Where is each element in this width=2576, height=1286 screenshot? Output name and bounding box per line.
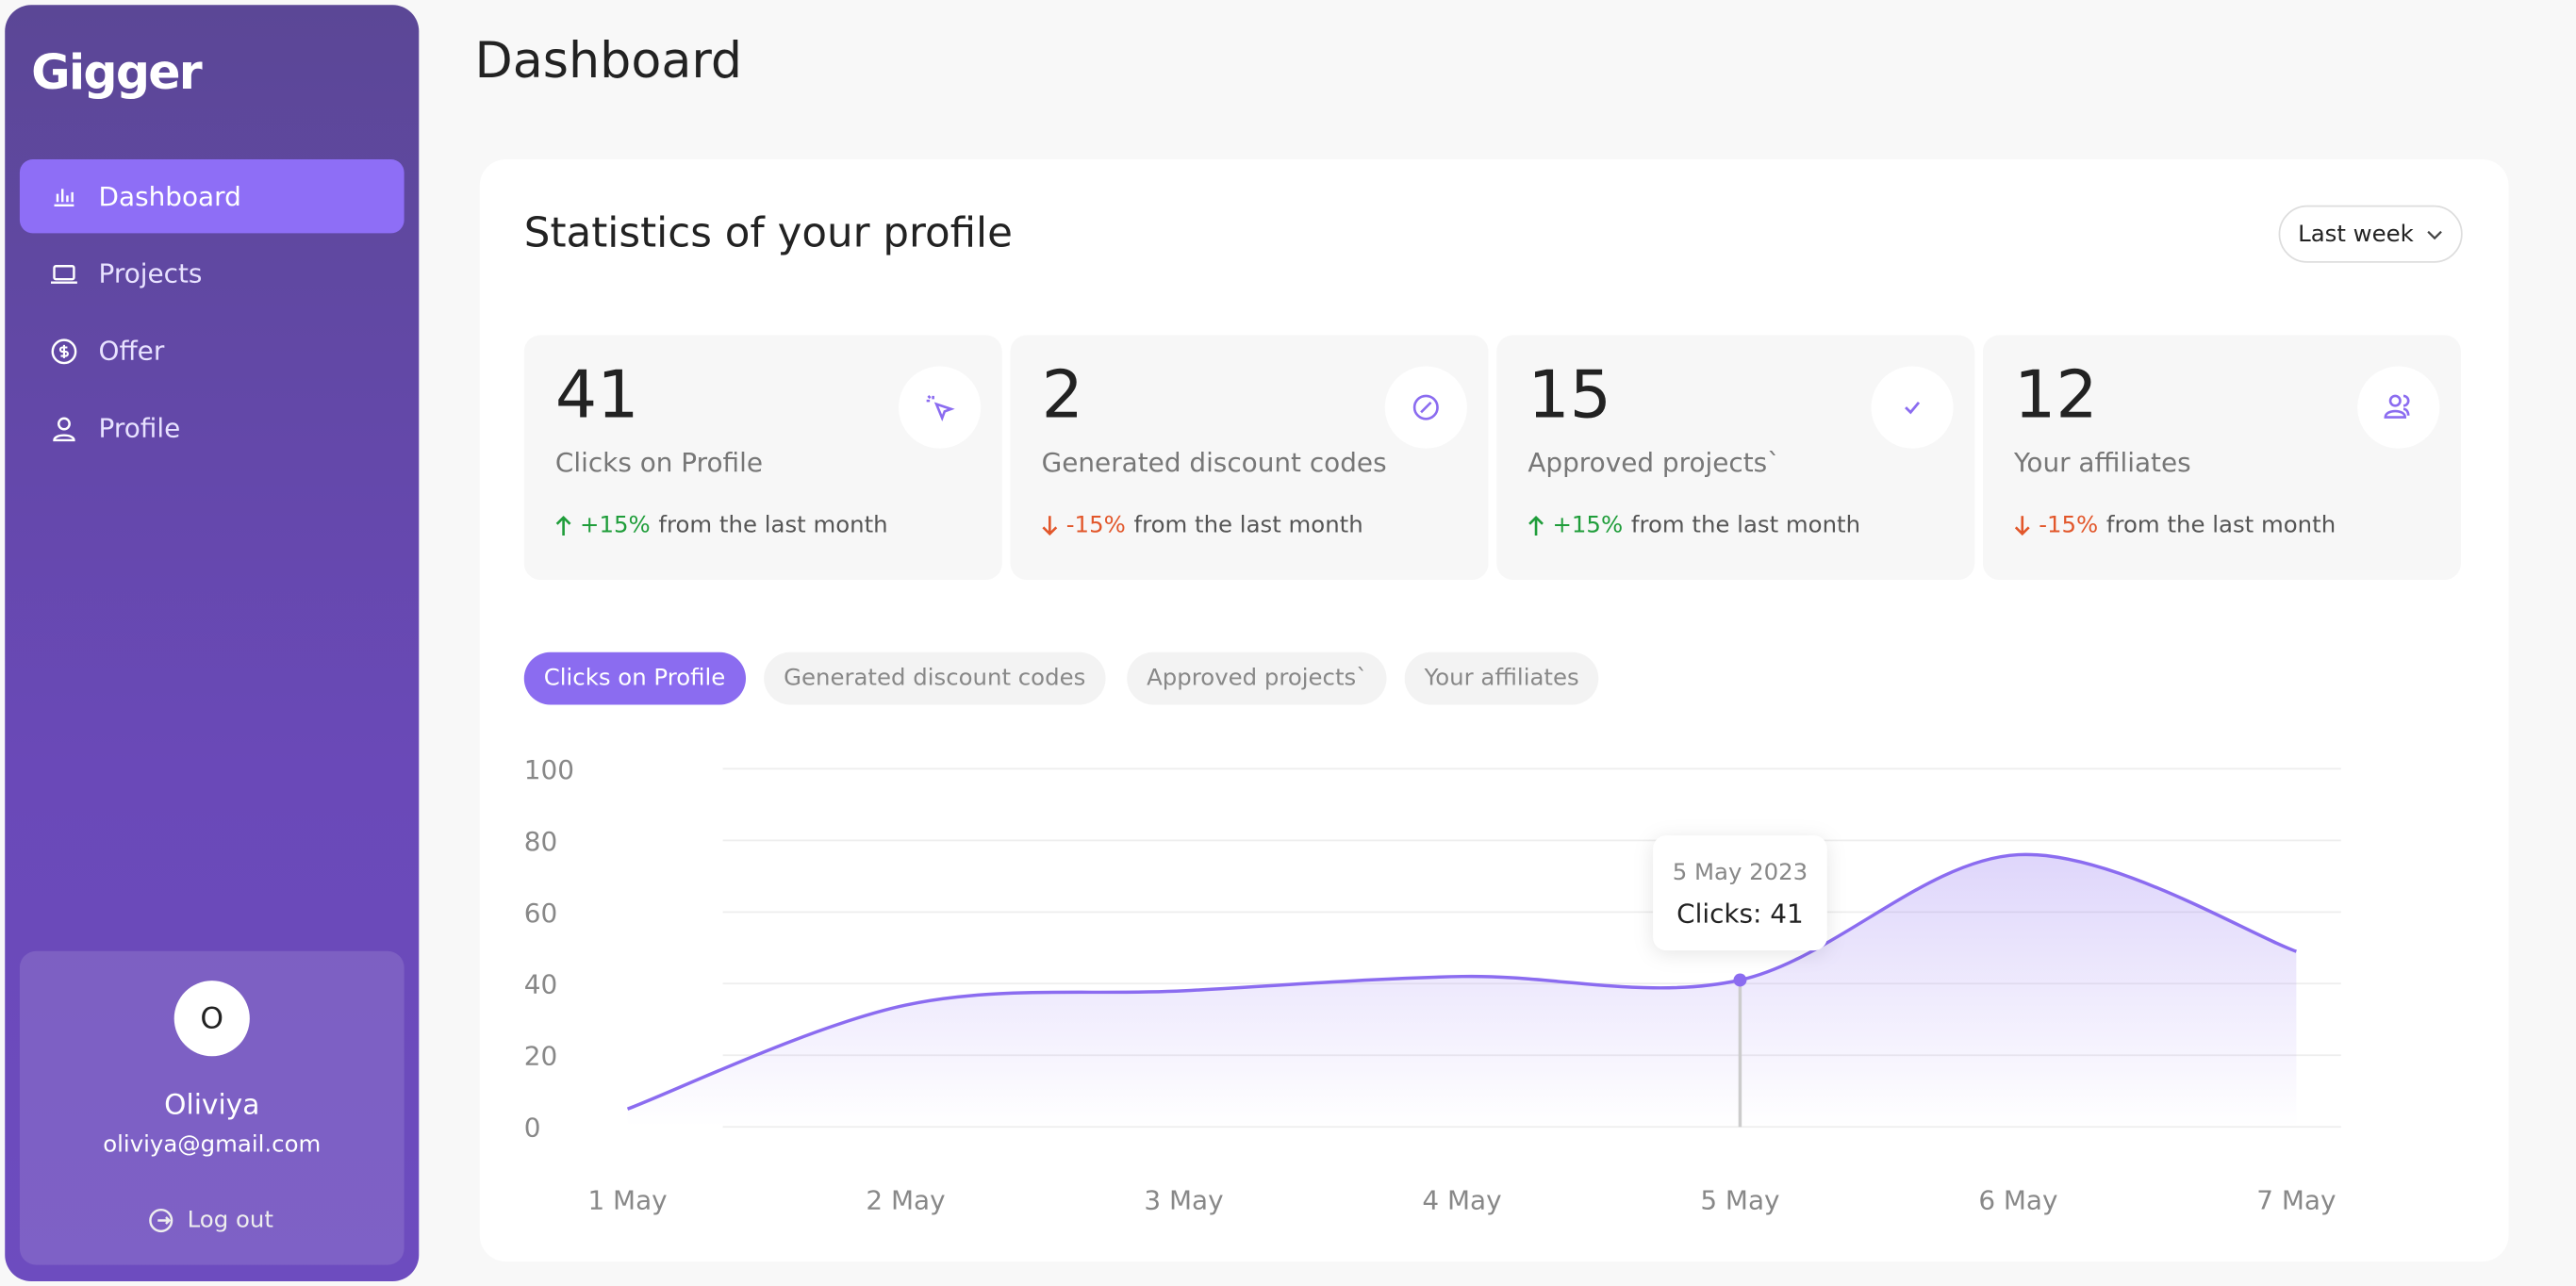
stat-label: Approved projects` (1527, 446, 1781, 479)
stat-change: +15% from the last month (555, 512, 888, 539)
trend-arrow (555, 516, 571, 536)
nav-icon (51, 264, 77, 284)
user-name: Oliviya (164, 1089, 260, 1122)
tooltip (1653, 835, 1827, 951)
nav-label: Profile (98, 412, 181, 444)
x-tick-label: 7 May (2256, 1184, 2336, 1215)
nav-icon (51, 338, 77, 364)
line (626, 852, 2297, 1111)
period-dropdown[interactable]: Last week (2278, 205, 2463, 263)
chart-tab[interactable]: Generated discount codes (764, 651, 1106, 705)
area (627, 854, 2297, 1128)
sidebar: Gigger O Oliviya oliviya@gmail.com Log o… (5, 5, 420, 1281)
stat-label: Your affiliates (2014, 446, 2191, 479)
nav-icon (54, 188, 74, 206)
stat-icon (1384, 366, 1467, 449)
user-card: O Oliviya oliviya@gmail.com Log out (19, 950, 405, 1265)
hover-point (1733, 973, 1747, 987)
stat-card: 41 Clicks on Profile +15% from the last mon… (523, 335, 1002, 581)
nav-icon (53, 416, 75, 441)
change-note: from the last month (1133, 512, 1363, 539)
nav-label: Offer (98, 335, 165, 367)
change-value: +15% (580, 512, 651, 539)
trend-arrow (2014, 516, 2030, 536)
logout-icon (149, 1208, 173, 1233)
change-note: from the last month (2105, 512, 2337, 539)
chevron (2427, 229, 2443, 239)
icon (1412, 394, 1439, 420)
panel-title: Statistics of your profile (523, 208, 1013, 256)
logo: Gigger (31, 44, 203, 101)
change-value: -15% (2039, 512, 2099, 539)
change-value: -15% (1065, 512, 1126, 539)
nav-label: Dashboard (98, 180, 241, 212)
stat-value: 2 (1041, 357, 1083, 434)
stat-change: +15% from the last month (1527, 512, 1861, 539)
nav-item[interactable]: Dashboard (19, 159, 405, 234)
y-tick-label: 0 (524, 1113, 541, 1144)
nav-label: Projects (98, 257, 203, 289)
tooltip-date: 5 May 2023 (1673, 858, 1808, 885)
y-tick-label: 60 (524, 898, 557, 929)
avatar: O (173, 981, 250, 1057)
x-tick-label: 5 May (1700, 1184, 1779, 1215)
x-tick-label: 6 May (1978, 1184, 2057, 1215)
change-value: +15% (1552, 512, 1624, 539)
y-tick-label: 100 (524, 754, 574, 785)
x-tick-label: 2 May (866, 1184, 945, 1215)
page-title: Dashboard (474, 32, 743, 91)
nav-item[interactable]: Projects (20, 237, 405, 310)
change-note: from the last month (658, 512, 888, 539)
stat-icon (2357, 366, 2440, 449)
stat-icon (899, 366, 982, 449)
stat-label: Generated discount codes (1041, 446, 1387, 479)
tooltip-value: Clicks: 41 (1676, 899, 1804, 930)
user-email: oliviya@gmail.com (103, 1131, 322, 1159)
stat-value: 12 (2014, 357, 2098, 434)
x-tick-label: 1 May (587, 1184, 667, 1215)
stat-icon (1871, 366, 1954, 449)
chart-tab[interactable]: Clicks on Profile (523, 651, 746, 705)
icon (1905, 401, 1921, 415)
x-tick-label: 3 May (1144, 1184, 1223, 1215)
nav-item[interactable]: Offer (20, 314, 405, 387)
stat-label: Clicks on Profile (554, 446, 763, 479)
change-note: from the last month (1630, 512, 1861, 539)
logout-label: Log out (187, 1207, 273, 1234)
stat-card: 12 Your affiliates -15% from the last month (1982, 335, 2461, 581)
logout[interactable]: Log out (148, 1207, 273, 1234)
period-label: Last week (2298, 221, 2414, 248)
y-tick-label: 20 (524, 1041, 557, 1072)
nav-item[interactable]: Profile (20, 391, 405, 465)
stat-change: -15% from the last month (1042, 512, 1363, 539)
x-tick-label: 4 May (1422, 1184, 1501, 1215)
stat-value: 41 (554, 357, 639, 434)
icon (926, 394, 955, 421)
chart-tab[interactable]: Your affiliates (1404, 651, 1599, 705)
stat-card: 2 Generated discount codes -15% from the la… (1010, 335, 1489, 581)
y-tick-label: 80 (524, 826, 557, 857)
trend-arrow (1042, 516, 1058, 536)
stat-value: 15 (1527, 357, 1612, 434)
stat-card: 15 Approved projects` +15% from the last mo… (1496, 335, 1975, 581)
stat-change: -15% from the last month (2014, 512, 2337, 539)
trend-arrow (1528, 516, 1544, 536)
y-tick-label: 40 (524, 969, 557, 1000)
icon (2384, 394, 2410, 419)
chart-tab[interactable]: Approved projects` (1127, 651, 1388, 705)
